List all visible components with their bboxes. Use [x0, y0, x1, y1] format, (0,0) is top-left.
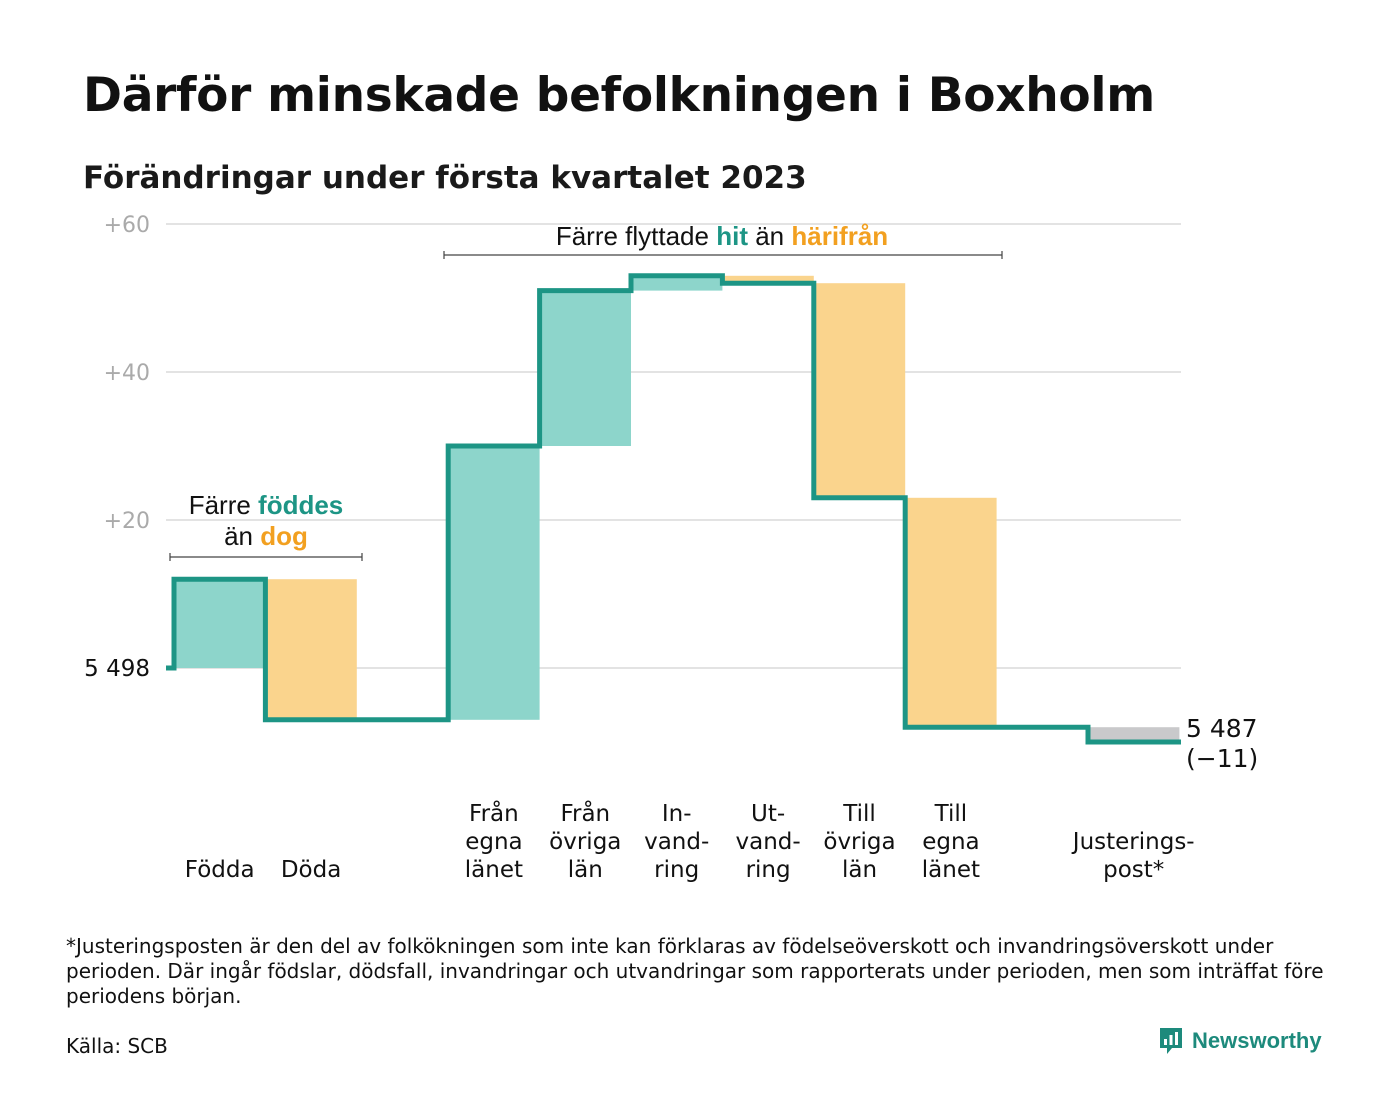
footnote: *Justeringsposten är den del av folkökni…: [66, 934, 1324, 1008]
category-label: egna: [922, 829, 979, 855]
end-change-label: (−11): [1186, 744, 1258, 773]
annotation-part: dog: [260, 521, 308, 551]
y-tick-label: +40: [104, 361, 150, 386]
category-label: In-: [662, 801, 692, 827]
start-value-label: 5 498: [84, 656, 150, 682]
annotation-part: än: [224, 521, 260, 551]
annotation-part: Färre flyttade: [556, 221, 716, 251]
source-label: Källa: SCB: [66, 1034, 168, 1058]
category-label: län: [568, 857, 603, 883]
category-label: Ut-: [751, 801, 785, 827]
category-label: länet: [465, 857, 523, 883]
newsworthy-logo-icon: [1160, 1028, 1182, 1054]
chart-subtitle: Förändringar under första kvartalet 2023: [83, 160, 807, 196]
brand-name: Newsworthy: [1192, 1028, 1322, 1053]
category-label: övriga: [823, 829, 895, 855]
category-label: vand-: [644, 829, 709, 855]
population-step-line: [166, 273, 1181, 745]
category-label: Justerings-: [1071, 829, 1195, 855]
waterfall-bar: [905, 497, 997, 728]
annotation-births-deaths-line2: än dog: [224, 521, 308, 551]
category-label: Till: [842, 801, 876, 827]
category-label: post*: [1103, 857, 1164, 883]
y-tick-label: +60: [104, 213, 150, 238]
waterfall-bar: [448, 446, 540, 720]
category-label: ring: [746, 857, 791, 883]
category-label: län: [842, 857, 877, 883]
category-label: egna: [465, 829, 522, 855]
waterfall-bar: [813, 283, 906, 498]
end-value-label: 5 487: [1186, 714, 1258, 743]
chart-title: Därför minskade befolkningen i Boxholm: [83, 68, 1155, 123]
category-label: Döda: [281, 857, 341, 883]
y-tick-label: +20: [104, 509, 150, 534]
annotation-part: föddes: [258, 490, 343, 520]
annotation-part: härifrån: [791, 221, 888, 251]
annotation-migration: Färre flyttade hit än härifrån: [556, 221, 888, 251]
annotation-part: än: [748, 221, 791, 251]
category-label: övriga: [549, 829, 621, 855]
category-label: Från: [469, 799, 519, 827]
waterfall-bar: [1088, 727, 1180, 742]
waterfall-bar: [174, 579, 266, 668]
waterfall-bar: [631, 275, 723, 291]
waterfall-bar: [539, 290, 631, 446]
category-label: ring: [654, 857, 699, 883]
brand-logo[interactable]: Newsworthy: [1158, 1026, 1322, 1056]
category-label: Födda: [185, 857, 255, 883]
category-label: vand-: [736, 829, 801, 855]
annotation-births-deaths: Färre föddes: [189, 490, 344, 520]
annotation-part: hit: [716, 221, 748, 251]
category-label: Från: [560, 799, 610, 827]
category-label: länet: [922, 857, 980, 883]
waterfall-bar: [265, 579, 357, 720]
category-label: Till: [934, 801, 968, 827]
annotation-part: Färre: [189, 490, 258, 520]
waterfall-bar: [722, 275, 814, 284]
